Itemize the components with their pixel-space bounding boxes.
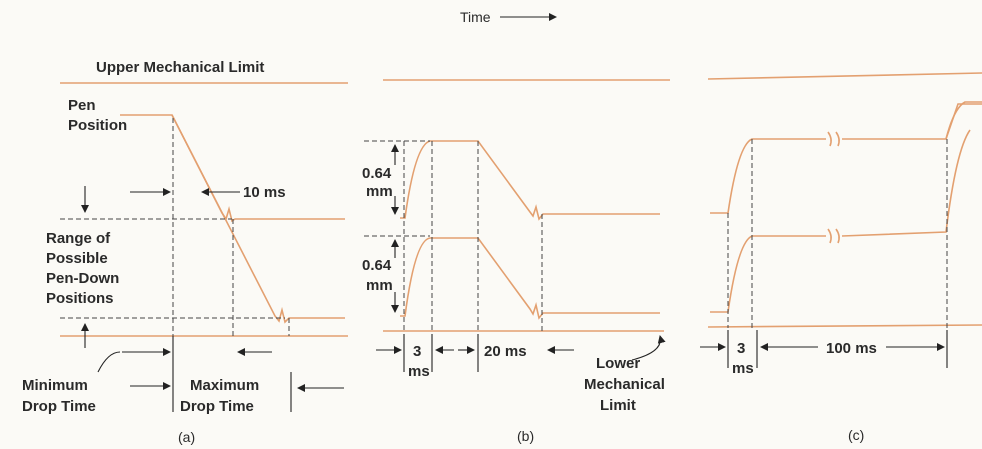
min-drop-leader xyxy=(97,351,121,373)
panel-c: 3 ms 100 ms (c) xyxy=(700,72,982,443)
lower-limit-leader xyxy=(631,335,666,361)
c-rise-time-unit: ms xyxy=(732,360,754,377)
pen-trace-b-lower xyxy=(400,237,660,320)
pen-trace-fast xyxy=(120,114,345,223)
lower-limit-label-3: Limit xyxy=(600,397,636,414)
caption-b: (b) xyxy=(517,428,534,444)
pen-trace-c-upper-break xyxy=(827,131,840,147)
pen-position-label-2: Position xyxy=(68,117,127,134)
panel-b: 0.64 mm 0.64 mm 3 ms 20 ms Lower Mechani… xyxy=(362,79,670,444)
pen-position-label-1: Pen xyxy=(68,97,96,114)
min-drop-label-2: Drop Time xyxy=(22,398,96,415)
pen-trace-c-lower xyxy=(710,235,826,313)
max-drop-label-2: Drop Time xyxy=(180,398,254,415)
caption-a: (a) xyxy=(178,429,195,445)
c-hold-time-label: 100 ms xyxy=(826,340,877,357)
pen-trace-c-upper xyxy=(710,138,826,214)
b-rise-time-value: 3 xyxy=(413,343,421,360)
pen-trace-c-lower-break xyxy=(827,228,840,244)
max-drop-label-1: Maximum xyxy=(190,377,259,394)
b-hold-time-label: 20 ms xyxy=(484,343,527,360)
time-label: Time xyxy=(460,9,491,25)
pen-trace-c-upper-end xyxy=(842,103,982,140)
b-height-top-value: 0.64 xyxy=(362,165,392,182)
ten-ms-label: 10 ms xyxy=(243,184,286,201)
b-height-bottom-unit: mm xyxy=(366,277,393,294)
lower-limit-label-2: Mechanical xyxy=(584,376,665,393)
b-rise-time-unit: ms xyxy=(408,363,430,380)
panel-a: Upper Mechanical Limit Pen Position 10 m… xyxy=(22,59,348,445)
range-label-3: Pen-Down xyxy=(46,270,119,287)
pen-trace-c-upper-rise xyxy=(945,101,982,140)
lower-limit-line-c xyxy=(707,324,982,328)
upper-limit-line-c xyxy=(707,72,982,80)
min-drop-label-1: Minimum xyxy=(22,377,88,394)
upper-limit-label: Upper Mechanical Limit xyxy=(96,59,264,76)
range-label-4: Positions xyxy=(46,290,114,307)
range-label-1: Range of xyxy=(46,230,111,247)
b-height-top-unit: mm xyxy=(366,183,393,200)
range-label-2: Possible xyxy=(46,250,108,267)
lower-limit-label-1: Lower xyxy=(596,355,640,372)
pen-trace-b-upper xyxy=(400,140,660,221)
c-rise-time-value: 3 xyxy=(737,340,745,357)
pen-trace-c-lower-end xyxy=(841,129,971,237)
b-height-bottom-value: 0.64 xyxy=(362,257,392,274)
caption-c: (c) xyxy=(848,427,864,443)
